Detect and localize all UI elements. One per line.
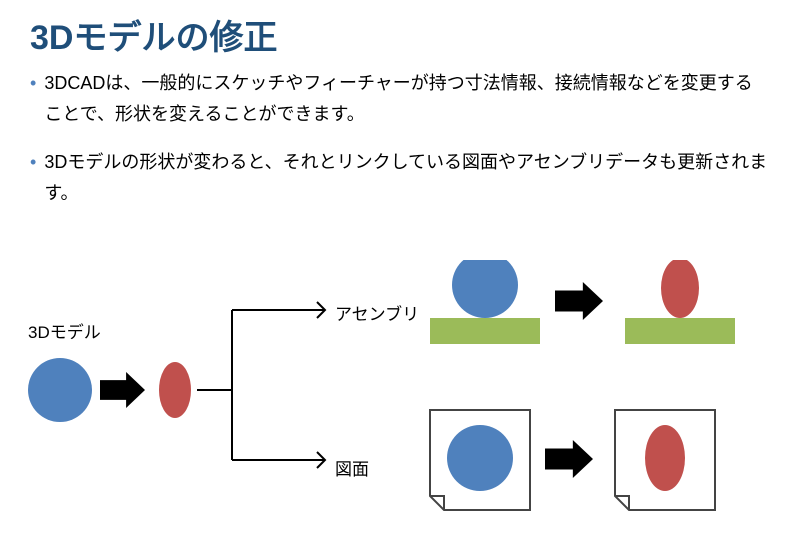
bullet-marker-icon: •	[30, 68, 36, 129]
drawing-label: 図面	[335, 455, 369, 480]
bullet-marker-icon: •	[30, 147, 36, 208]
assembly-label: アセンブリ	[335, 300, 419, 325]
bullet-item: • 3Dモデルの形状が変わると、それとリンクしている図面やアセンブリデータも更新…	[30, 147, 770, 208]
model-label: 3Dモデル	[28, 318, 101, 343]
bullet-text: 3DCADは、一般的にスケッチやフィーチャーが持つ寸法情報、接続情報などを変更す…	[44, 68, 770, 129]
page-title: 3Dモデルの修正	[30, 10, 277, 59]
diagram-area: 3Dモデル アセンブリ 図面	[0, 260, 800, 540]
bullet-item: • 3DCADは、一般的にスケッチやフィーチャーが持つ寸法情報、接続情報などを変…	[30, 68, 770, 129]
bullet-text: 3Dモデルの形状が変わると、それとリンクしている図面やアセンブリデータも更新され…	[44, 147, 770, 208]
bullet-list: • 3DCADは、一般的にスケッチやフィーチャーが持つ寸法情報、接続情報などを変…	[30, 68, 770, 226]
